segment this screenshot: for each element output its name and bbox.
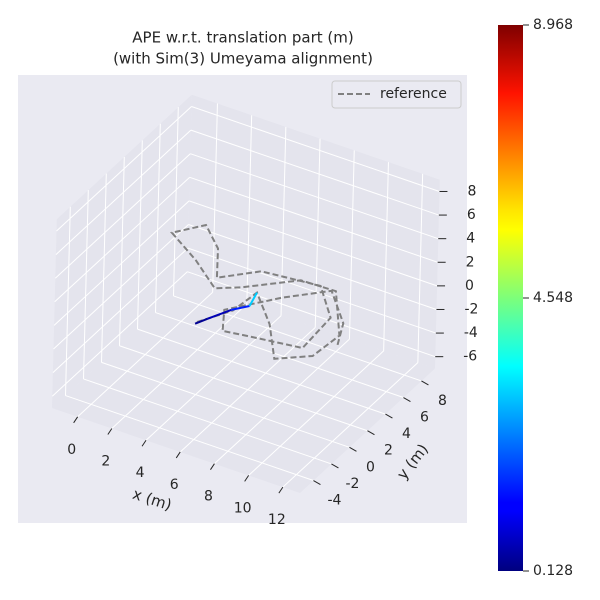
tick-mark — [107, 428, 113, 435]
colorbar-tick-label: 4.548 — [533, 290, 573, 306]
x-tick-label: 2 — [101, 454, 110, 470]
z-tick-label: 6 — [467, 207, 476, 223]
grid-line — [280, 126, 287, 316]
grid-line — [53, 200, 190, 326]
grid-line — [187, 271, 436, 358]
tick-mark — [73, 416, 79, 424]
grid-line — [137, 140, 143, 330]
grid-line — [137, 328, 386, 415]
colorbar — [498, 25, 523, 571]
grid-line — [83, 378, 332, 465]
grid-line — [187, 247, 437, 334]
y-tick-label: 6 — [420, 410, 429, 426]
grid-line — [314, 138, 321, 328]
y-tick-label: 2 — [384, 443, 393, 459]
grid-line — [173, 295, 422, 382]
tick-mark — [141, 439, 147, 447]
tick-mark — [278, 486, 284, 494]
z-tick-label: 0 — [465, 278, 474, 294]
y-tick-label: -4 — [327, 493, 341, 509]
grid-line — [56, 106, 192, 232]
grid-line — [348, 150, 355, 340]
tick-mark — [313, 480, 321, 485]
colorbar-tick-label: 8.968 — [533, 17, 573, 33]
tick-mark — [421, 380, 429, 386]
grid-line — [65, 206, 71, 396]
legend-label: reference — [380, 86, 447, 102]
grid-line — [212, 103, 218, 293]
legend: reference — [331, 80, 462, 109]
grid-line — [155, 123, 161, 313]
grid-line — [383, 162, 389, 351]
x-tick-label: 0 — [67, 442, 76, 458]
grid-line — [188, 224, 437, 310]
colorbar-tick-label: 0.128 — [533, 563, 573, 579]
grid-line — [190, 153, 439, 240]
z-tick-label: -4 — [464, 325, 478, 341]
grid-line — [188, 200, 438, 287]
grid-line — [417, 173, 424, 363]
z-tick-label: 2 — [466, 254, 475, 270]
chart-title: APE w.r.t. translation part (m) — [132, 29, 353, 47]
tick-mark — [403, 397, 411, 402]
chart-subtitle: (with Sim(3) Umeyama alignment) — [113, 50, 373, 68]
y-tick-label: 4 — [402, 426, 411, 442]
grid-line — [83, 190, 89, 379]
legend-box — [331, 80, 462, 109]
grid-line — [53, 224, 189, 350]
z-tick-label: -6 — [463, 349, 477, 365]
tick-mark — [175, 451, 181, 459]
tick-mark — [244, 475, 250, 482]
estimate-segment — [207, 308, 232, 320]
estimate-segment — [248, 292, 258, 307]
grid-line — [191, 106, 440, 192]
tick-mark — [349, 446, 357, 452]
grid-line — [52, 247, 189, 373]
estimate-segment — [194, 317, 208, 325]
y-tick-label: -2 — [345, 476, 359, 492]
x-tick-label: 8 — [204, 489, 213, 505]
grid-line — [55, 129, 192, 255]
grid-line — [173, 107, 179, 296]
grid-line — [54, 153, 191, 279]
tick-mark — [331, 463, 339, 469]
grid-line — [101, 173, 107, 363]
estimate-segment — [230, 304, 250, 311]
grid-line — [51, 271, 188, 397]
z-tick-label: -2 — [464, 301, 478, 317]
grid-line — [155, 312, 404, 398]
tick-mark — [367, 430, 375, 436]
x-tick-label: 10 — [234, 500, 252, 516]
grid-line — [189, 176, 438, 263]
x-tick-label: 4 — [136, 465, 145, 481]
grid-line — [65, 395, 314, 481]
tick-mark — [210, 463, 215, 470]
x-tick-label: 12 — [268, 512, 286, 528]
z-tick-label: 4 — [466, 231, 475, 247]
z-tick-label: 8 — [467, 183, 476, 199]
tick-mark — [385, 413, 393, 419]
grid-line — [119, 345, 368, 432]
grid-line — [190, 129, 440, 216]
y-tick-label: 0 — [366, 459, 375, 475]
grid-line — [119, 156, 125, 346]
grid-line — [54, 176, 191, 303]
reference-line — [170, 223, 345, 360]
grid-line — [101, 361, 350, 448]
x-tick-label: 6 — [170, 477, 179, 493]
y-tick-label: 8 — [438, 393, 447, 409]
